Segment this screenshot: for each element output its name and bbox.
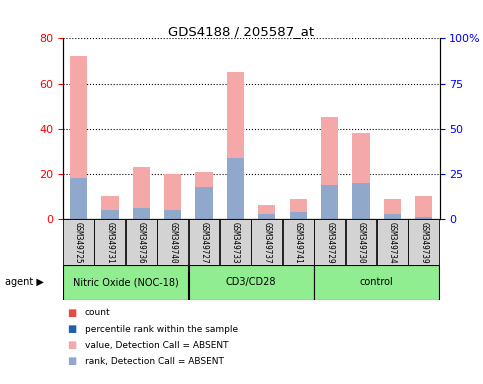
Text: percentile rank within the sample: percentile rank within the sample	[85, 324, 238, 334]
FancyBboxPatch shape	[346, 219, 376, 265]
Text: GSM349737: GSM349737	[262, 222, 271, 263]
Bar	[290, 212, 307, 219]
Text: rank, Detection Call = ABSENT: rank, Detection Call = ABSENT	[85, 357, 224, 366]
Text: GSM349729: GSM349729	[325, 222, 334, 263]
FancyBboxPatch shape	[314, 219, 345, 265]
Text: GSM349741: GSM349741	[294, 222, 303, 263]
Bar	[384, 199, 401, 219]
Bar	[415, 217, 432, 219]
Text: GSM349730: GSM349730	[356, 222, 366, 263]
Text: GSM349736: GSM349736	[137, 222, 146, 263]
Text: count: count	[85, 308, 110, 318]
Bar	[321, 185, 338, 219]
FancyBboxPatch shape	[189, 265, 313, 300]
Text: GSM349725: GSM349725	[74, 222, 83, 263]
Text: GDS4188 / 205587_at: GDS4188 / 205587_at	[169, 25, 314, 38]
Text: ■: ■	[68, 324, 77, 334]
FancyBboxPatch shape	[63, 265, 188, 300]
Bar	[196, 172, 213, 219]
Text: GSM349740: GSM349740	[168, 222, 177, 263]
Text: ■: ■	[68, 340, 77, 350]
FancyBboxPatch shape	[95, 219, 125, 265]
Text: Nitric Oxide (NOC-18): Nitric Oxide (NOC-18)	[73, 277, 178, 287]
Bar	[133, 167, 150, 219]
Text: GSM349733: GSM349733	[231, 222, 240, 263]
FancyBboxPatch shape	[283, 219, 313, 265]
Bar	[258, 214, 275, 219]
FancyBboxPatch shape	[189, 219, 219, 265]
FancyBboxPatch shape	[126, 219, 156, 265]
Bar	[196, 187, 213, 219]
Text: ■: ■	[68, 356, 77, 366]
FancyBboxPatch shape	[409, 219, 439, 265]
Bar	[164, 210, 181, 219]
Text: ■: ■	[68, 308, 77, 318]
Text: GSM349727: GSM349727	[199, 222, 209, 263]
Bar	[70, 178, 87, 219]
FancyBboxPatch shape	[63, 219, 94, 265]
Text: GSM349739: GSM349739	[419, 222, 428, 263]
FancyBboxPatch shape	[314, 265, 439, 300]
FancyBboxPatch shape	[252, 219, 282, 265]
FancyBboxPatch shape	[377, 219, 408, 265]
Bar	[353, 133, 369, 219]
Bar	[321, 118, 338, 219]
Bar	[101, 210, 118, 219]
Bar	[258, 205, 275, 219]
Bar	[290, 199, 307, 219]
Bar	[415, 196, 432, 219]
Bar	[353, 183, 369, 219]
Text: GSM349731: GSM349731	[105, 222, 114, 263]
FancyBboxPatch shape	[157, 219, 188, 265]
Text: GSM349734: GSM349734	[388, 222, 397, 263]
Bar	[227, 72, 244, 219]
Bar	[101, 196, 118, 219]
Bar	[164, 174, 181, 219]
Bar	[133, 208, 150, 219]
Text: CD3/CD28: CD3/CD28	[226, 277, 276, 287]
Bar	[227, 158, 244, 219]
Text: control: control	[360, 277, 394, 287]
Text: agent ▶: agent ▶	[5, 277, 43, 287]
Bar	[70, 56, 87, 219]
FancyBboxPatch shape	[220, 219, 251, 265]
Text: value, Detection Call = ABSENT: value, Detection Call = ABSENT	[85, 341, 228, 350]
Bar	[384, 214, 401, 219]
